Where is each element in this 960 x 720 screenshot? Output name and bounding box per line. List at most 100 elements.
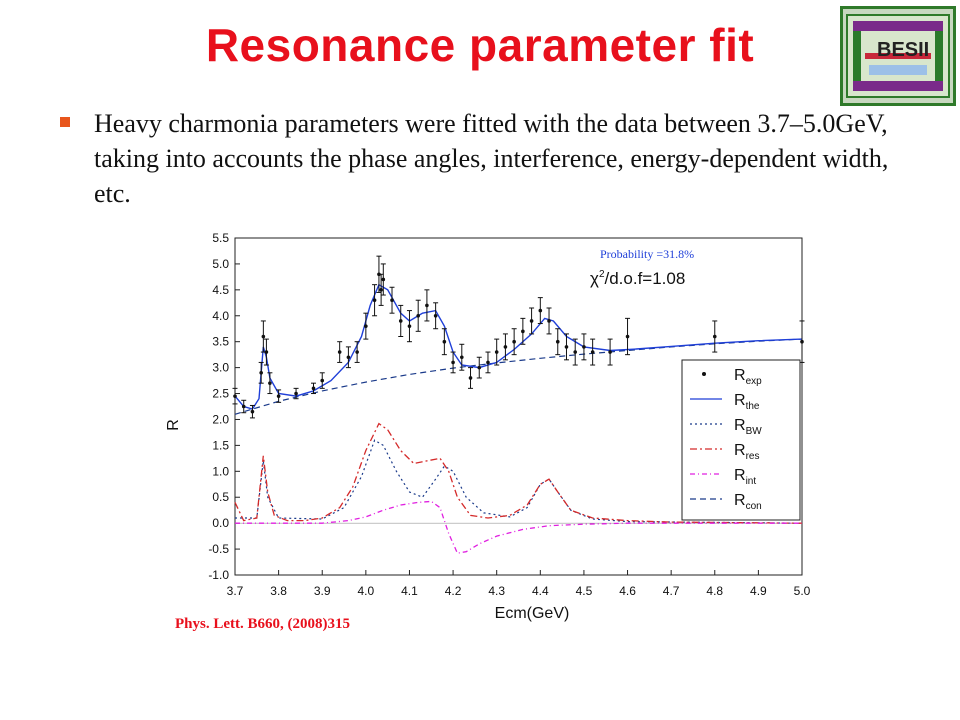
slide-title: Resonance parameter fit	[205, 19, 755, 71]
x-tick-label: 4.9	[750, 584, 767, 598]
data-point	[372, 298, 377, 303]
legend-label-base: R	[734, 492, 746, 509]
y-tick-label: 0.0	[212, 516, 229, 530]
bullet-item: Heavy charmonia parameters were fitted w…	[60, 106, 920, 211]
data-point	[364, 324, 368, 328]
data-point	[547, 319, 551, 323]
legend-label: RBW	[734, 417, 762, 437]
x-tick-label: 3.8	[270, 584, 287, 598]
bullet-text: Heavy charmonia parameters were fitted w…	[94, 109, 889, 208]
legend-label: Rexp	[734, 367, 762, 387]
data-point	[625, 334, 630, 339]
x-tick-label: 4.5	[576, 584, 593, 598]
data-point	[442, 339, 447, 344]
bullet-square-icon	[60, 117, 70, 127]
y-axis-label: R	[165, 419, 182, 431]
data-point	[433, 313, 438, 318]
data-point	[390, 298, 394, 303]
data-point	[460, 355, 464, 360]
data-point	[294, 391, 298, 396]
data-point	[590, 350, 595, 354]
data-point	[494, 350, 499, 354]
logo-text: BESII	[877, 39, 930, 61]
y-tick-label: 5.0	[212, 257, 229, 271]
y-tick-label: 3.0	[212, 361, 229, 375]
x-tick-label: 4.3	[488, 584, 505, 598]
y-tick-label: 2.5	[212, 387, 229, 401]
y-tick-label: 4.5	[212, 283, 229, 297]
data-point	[250, 409, 255, 414]
data-point	[800, 339, 804, 344]
r-value-chart: R Ecm(GeV) Probability =31.8% χ2/d.o.f=1…	[165, 231, 811, 622]
data-point	[264, 350, 269, 354]
legend-label-sub: BW	[746, 426, 763, 437]
legend-label-sub: exp	[746, 376, 763, 387]
data-point	[582, 345, 586, 349]
data-point	[451, 360, 455, 365]
y-tick-label: 5.5	[212, 231, 229, 245]
citation: Phys. Lett. B660, (2008)315	[175, 616, 350, 632]
data-point	[320, 378, 325, 383]
data-point	[381, 277, 386, 282]
x-tick-label: 4.1	[401, 584, 418, 598]
chi2-label: χ2/d.o.f=1.08	[590, 269, 685, 288]
data-point	[416, 313, 420, 318]
besii-logo: BESII	[840, 6, 956, 106]
series-line-r-bw	[235, 439, 803, 524]
data-point	[521, 329, 525, 334]
y-tick-label: 2.0	[212, 412, 229, 426]
legend-marker-point	[702, 372, 706, 376]
data-point	[346, 355, 351, 360]
x-tick-label: 5.0	[794, 584, 811, 598]
x-axis-label: Ecm(GeV)	[495, 605, 570, 622]
data-point	[555, 339, 560, 344]
data-point	[529, 319, 534, 323]
x-tick-label: 4.6	[619, 584, 636, 598]
data-point	[425, 303, 429, 308]
legend-label-base: R	[734, 392, 746, 409]
chi2-value: /d.o.f=1.08	[605, 269, 686, 288]
data-point	[486, 360, 490, 365]
legend-label-base: R	[734, 367, 746, 384]
data-point	[468, 376, 473, 380]
legend-label-sub: int	[746, 476, 757, 487]
legend-label-base: R	[734, 442, 746, 459]
series-line-r-res	[234, 422, 803, 524]
data-point	[268, 381, 272, 385]
legend-box	[681, 359, 801, 521]
legend-label-sub: res	[746, 451, 760, 462]
chi2-superscript: 2	[599, 269, 605, 280]
x-tick-label: 4.7	[663, 584, 680, 598]
x-tick-label: 4.4	[532, 584, 549, 598]
legend-label-base: R	[734, 467, 746, 484]
legend-label: Rthe	[734, 392, 760, 412]
data-point	[512, 339, 516, 344]
data-point	[233, 394, 237, 398]
data-point	[259, 371, 263, 375]
legend-label-sub: the	[746, 401, 760, 412]
y-tick-label: 0.5	[212, 490, 229, 504]
y-tick-label: 1.0	[212, 464, 229, 478]
data-point	[564, 345, 569, 349]
data-point	[337, 350, 342, 354]
probability-label: Probability =31.8%	[600, 247, 694, 261]
x-tick-label: 3.7	[227, 584, 244, 598]
data-point	[355, 350, 359, 354]
data-point	[538, 308, 543, 313]
y-tick-label: -0.5	[208, 542, 229, 556]
x-tick-label: 4.8	[706, 584, 723, 598]
data-point	[407, 324, 412, 328]
y-tick-label: 1.5	[212, 438, 229, 452]
y-tick-label: 3.5	[212, 335, 229, 349]
legend-label-base: R	[734, 417, 746, 434]
x-tick-label: 3.9	[314, 584, 331, 598]
data-point	[311, 386, 316, 391]
plot-frame	[234, 237, 803, 576]
data-point	[241, 404, 246, 409]
legend-label: Rint	[734, 467, 756, 487]
data-point	[503, 345, 508, 349]
x-tick-label: 4.2	[445, 584, 462, 598]
data-point	[477, 365, 482, 370]
logo-detector-graphic	[846, 14, 950, 98]
legend-label-sub: con	[746, 501, 762, 512]
